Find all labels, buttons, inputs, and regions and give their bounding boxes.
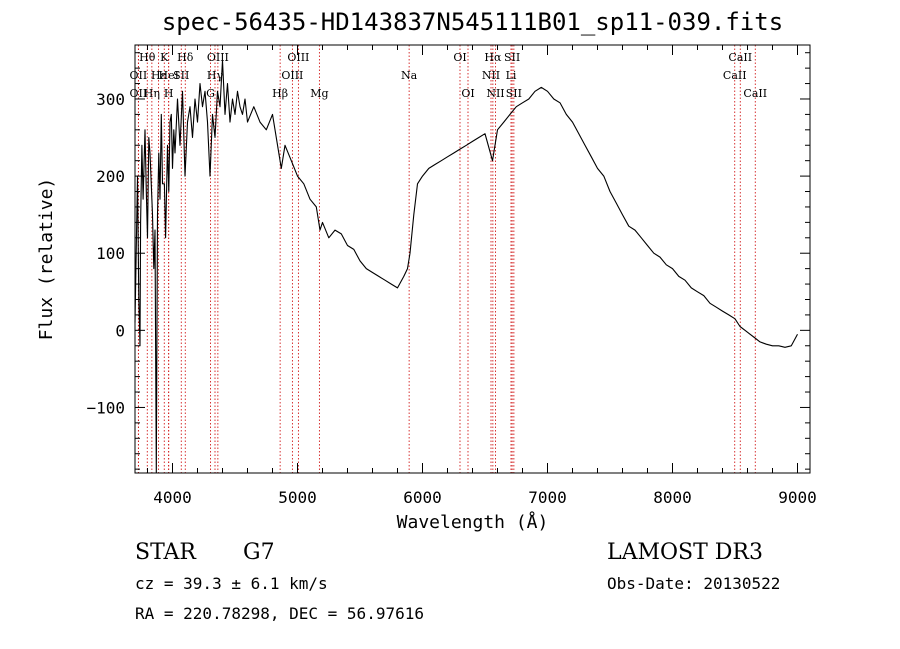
line-marker-label: OIII: [287, 51, 309, 64]
line-marker-label: Hε: [151, 69, 167, 82]
line-marker-label: Mg: [310, 87, 328, 100]
x-tick-label: 5000: [278, 488, 317, 507]
chart-title: spec-56435-HD143837N545111B01_sp11-039.f…: [161, 8, 784, 36]
y-tick-label: 200: [96, 167, 125, 186]
plot-frame: [134, 44, 811, 474]
line-marker-label: CaII: [743, 87, 767, 100]
x-tick-label: 4000: [153, 488, 192, 507]
line-marker-label: Hα: [484, 51, 502, 64]
survey-name: LAMOST DR3: [607, 540, 763, 565]
object-class: STAR: [135, 540, 196, 565]
redshift-velocity: cz = 39.3 ± 6.1 km/s: [135, 574, 328, 593]
line-marker-label: G: [206, 87, 215, 100]
x-tick-label: 7000: [528, 488, 567, 507]
line-marker-label: OII: [130, 87, 148, 100]
coordinates: RA = 220.78298, DEC = 56.97616: [135, 604, 424, 623]
line-marker-label: SII: [504, 51, 520, 64]
line-marker-label: Hβ: [272, 87, 288, 100]
x-tick-label: 8000: [653, 488, 692, 507]
line-marker-label: K: [160, 51, 169, 64]
x-tick-label: 9000: [778, 488, 817, 507]
line-marker-label: Hη: [144, 87, 160, 100]
line-marker-label: OIII: [207, 51, 229, 64]
line-marker-label: Hθ: [139, 51, 156, 64]
line-marker-label: CaII: [728, 51, 752, 64]
y-tick-label: −100: [86, 398, 125, 417]
line-marker-label: NII: [482, 69, 500, 82]
line-marker-label: OII: [130, 69, 148, 82]
spectral-subclass: G7: [243, 540, 275, 565]
y-tick-label: 0: [115, 321, 125, 340]
line-marker-label: NII: [486, 87, 504, 100]
y-axis-label: Flux (relative): [36, 178, 57, 341]
line-marker-label: SII: [173, 69, 189, 82]
line-marker-label: OIII: [281, 69, 303, 82]
line-marker-label: Na: [401, 69, 418, 82]
x-axis-label: Wavelength (Å): [397, 511, 549, 533]
line-marker-label: HeI: [159, 69, 179, 82]
flux-series: [134, 59, 798, 474]
line-marker-label: OI: [461, 87, 474, 100]
line-marker-label: OI: [453, 51, 466, 64]
observation-date: Obs-Date: 20130522: [607, 574, 781, 593]
y-tick-label: 300: [96, 90, 125, 109]
x-tick-label: 6000: [403, 488, 442, 507]
line-marker-label: Li: [506, 69, 517, 82]
line-marker-label: Hδ: [177, 51, 194, 64]
line-marker-label: SII: [506, 87, 522, 100]
line-marker-label: H: [164, 87, 174, 100]
line-marker-label: CaII: [723, 69, 747, 82]
y-tick-label: 100: [96, 244, 125, 263]
line-marker-label: Hγ: [207, 69, 224, 82]
